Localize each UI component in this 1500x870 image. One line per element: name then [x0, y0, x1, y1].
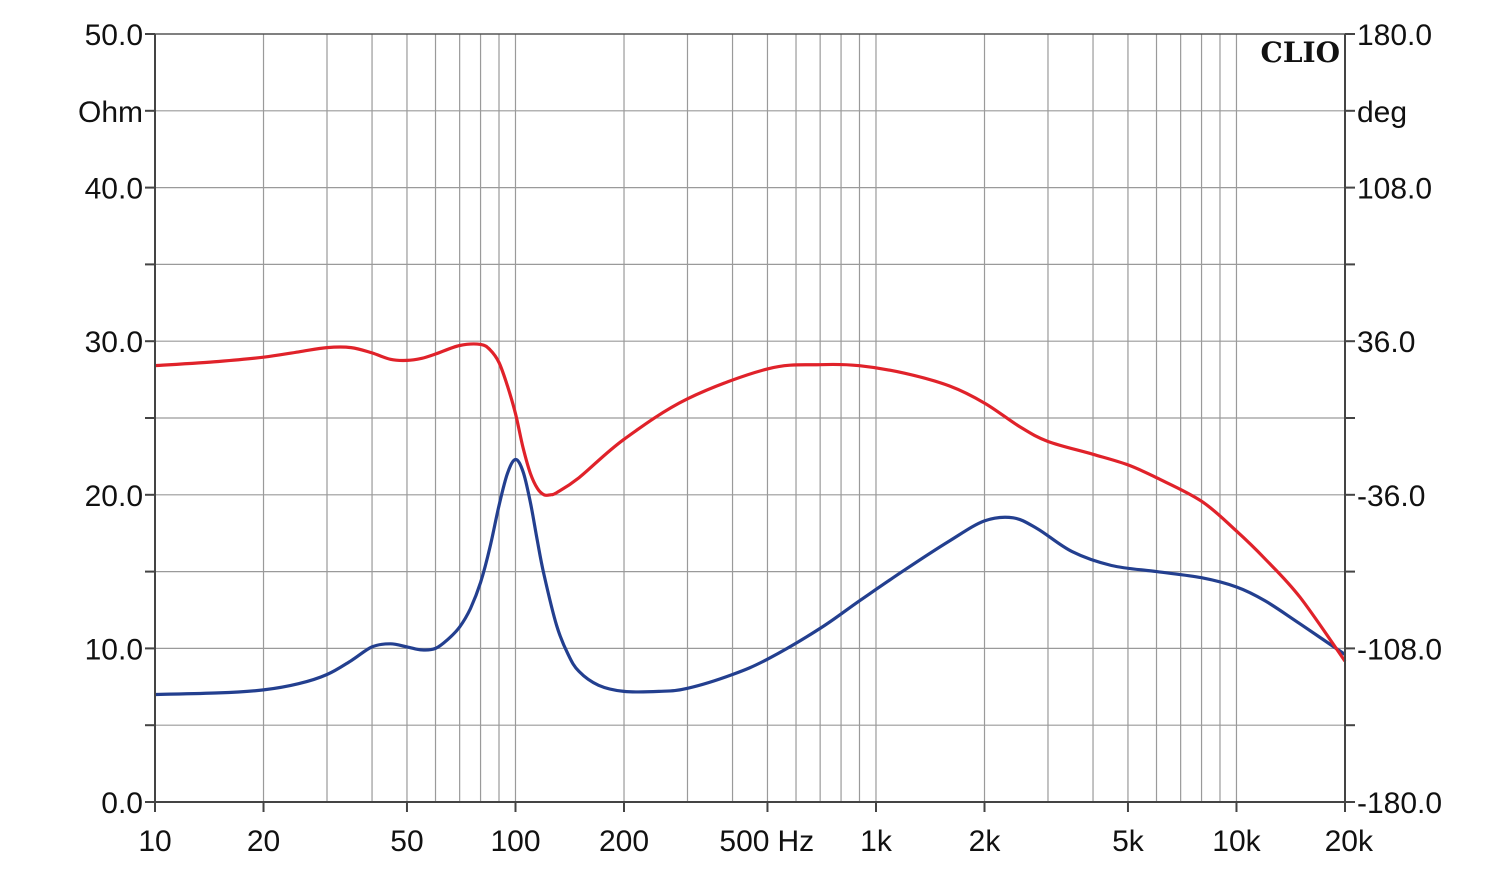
- x-tick-label: 1k: [860, 825, 893, 858]
- tick-labels: 0.0 10.0 20.0 30.0 40.0 50.0 Ohm -180.0 -108.0 -3…: [78, 19, 1442, 858]
- left-y-tick-label: 40.0: [85, 173, 143, 206]
- left-y-tick-label: 0.0: [101, 787, 143, 820]
- left-y-unit-label: Ohm: [78, 96, 143, 129]
- x-tick-label: 100: [490, 825, 540, 858]
- right-y-tick-label: 36.0: [1357, 326, 1415, 359]
- right-y-unit-label: deg: [1357, 96, 1407, 129]
- right-y-tick-label: -36.0: [1357, 480, 1425, 513]
- phase-curve: [154, 342, 1347, 663]
- curves: [154, 342, 1347, 697]
- right-y-tick-label: -108.0: [1357, 633, 1442, 666]
- x-tick-label: 20: [247, 825, 280, 858]
- plot-frame: [145, 33, 1355, 812]
- x-tick-label: 20k: [1325, 825, 1374, 858]
- x-unit-label: Hz: [777, 825, 814, 858]
- x-tick-label: 10: [138, 825, 171, 858]
- x-tick-label: 50: [390, 825, 423, 858]
- impedance-curve: [154, 457, 1346, 697]
- left-y-tick-label: 20.0: [85, 480, 143, 513]
- x-tick-label: 10k: [1212, 825, 1261, 858]
- left-y-tick-label: 10.0: [85, 633, 143, 666]
- x-tick-label: 2k: [969, 825, 1002, 858]
- left-y-tick-label: 50.0: [85, 19, 143, 52]
- x-tick-label: 500: [719, 825, 769, 858]
- right-y-tick-label: 108.0: [1357, 173, 1432, 206]
- right-y-tick-label: 180.0: [1357, 19, 1432, 52]
- left-y-tick-label: 30.0: [85, 326, 143, 359]
- clio-logo-text: CLIO: [1261, 36, 1340, 69]
- grid-lines: [154, 33, 1346, 803]
- right-y-tick-label: -180.0: [1357, 787, 1442, 820]
- x-tick-label: 200: [599, 825, 649, 858]
- x-tick-label: 5k: [1112, 825, 1145, 858]
